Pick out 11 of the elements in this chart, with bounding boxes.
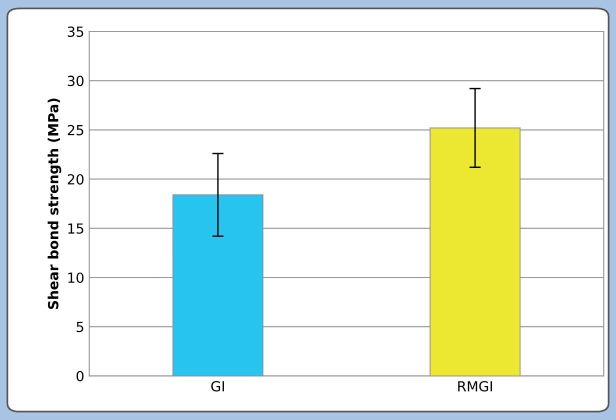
y-tick-label: 0 [76, 370, 84, 382]
y-tick-label: 20 [68, 174, 84, 185]
y-tick-label: 15 [68, 223, 84, 234]
y-tick-label: 10 [68, 272, 84, 283]
y-axis-title: Shear bond strength (MPa) [48, 98, 62, 309]
y-tick-label: 30 [68, 76, 84, 86]
y-tick-label: 35 [68, 26, 84, 37]
x-tick-label: GI [211, 381, 224, 392]
x-tick-label: RMGI [458, 381, 492, 392]
y-tick-label: 25 [68, 124, 84, 136]
y-tick-label: 5 [76, 322, 84, 332]
